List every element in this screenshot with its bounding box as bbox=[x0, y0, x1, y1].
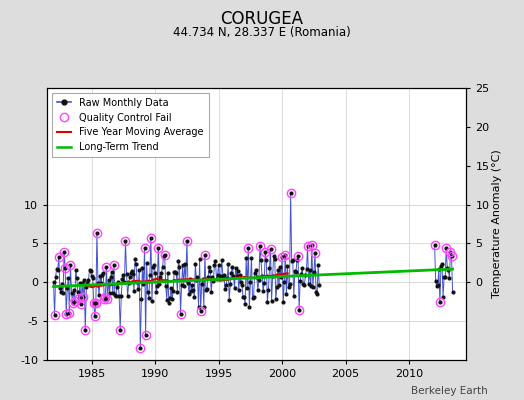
Text: CORUGEA: CORUGEA bbox=[221, 10, 303, 28]
Y-axis label: Temperature Anomaly (°C): Temperature Anomaly (°C) bbox=[492, 150, 503, 298]
Text: 44.734 N, 28.337 E (Romania): 44.734 N, 28.337 E (Romania) bbox=[173, 26, 351, 39]
Text: Berkeley Earth: Berkeley Earth bbox=[411, 386, 487, 396]
Legend: Raw Monthly Data, Quality Control Fail, Five Year Moving Average, Long-Term Tren: Raw Monthly Data, Quality Control Fail, … bbox=[52, 93, 209, 157]
